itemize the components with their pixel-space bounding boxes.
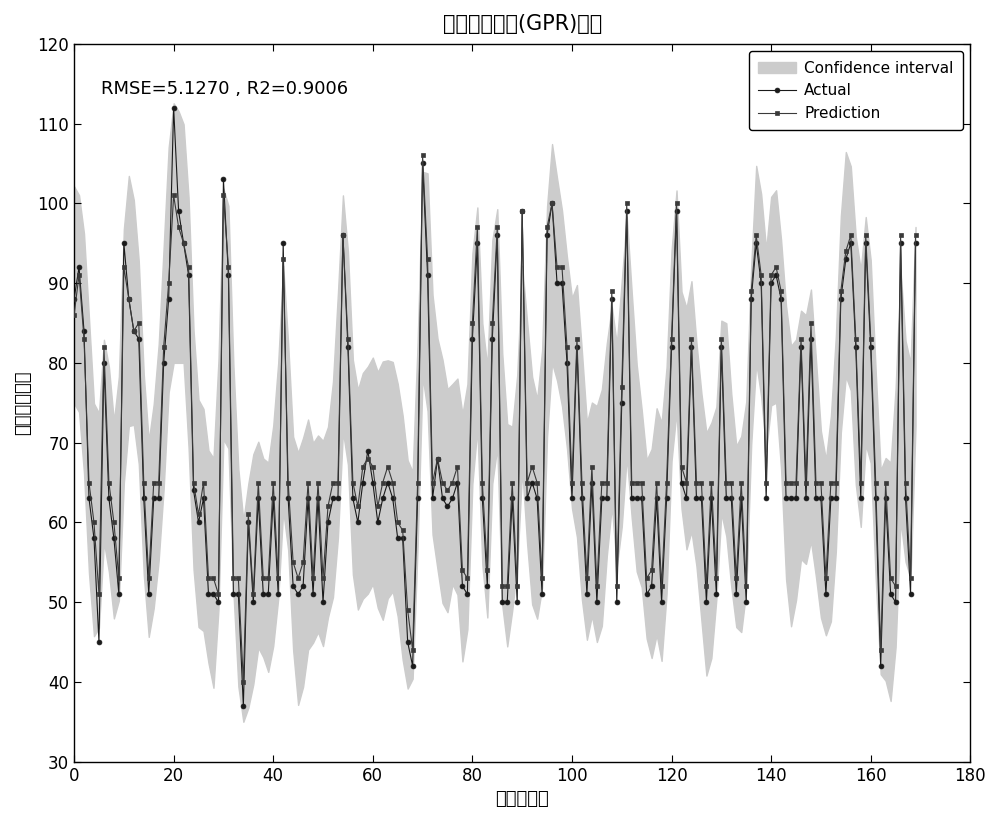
Actual <box>481 581 493 591</box>
Line: Prediction: Prediction <box>72 153 918 685</box>
Actual <box>68 294 80 304</box>
Prediction <box>521 478 533 487</box>
Prediction <box>830 478 842 487</box>
Prediction <box>481 566 493 575</box>
Line: Actual: Actual <box>72 105 918 709</box>
Title: 高斯过程回归(GPR)方法: 高斯过程回归(GPR)方法 <box>443 14 602 34</box>
Prediction <box>417 150 429 160</box>
Actual <box>392 533 404 543</box>
Actual <box>237 701 249 711</box>
Y-axis label: 门尼箘度预测: 门尼箘度预测 <box>14 371 32 435</box>
Actual <box>910 238 922 248</box>
Prediction <box>387 478 399 487</box>
Prediction <box>188 478 200 487</box>
X-axis label: 测试样本数: 测试样本数 <box>495 790 549 808</box>
Legend: Confidence interval, Actual, Prediction: Confidence interval, Actual, Prediction <box>749 52 963 130</box>
Prediction <box>68 310 80 320</box>
Actual <box>486 334 498 344</box>
Prediction <box>486 318 498 328</box>
Actual <box>168 103 180 113</box>
Prediction <box>237 677 249 687</box>
Actual <box>521 493 533 503</box>
Actual <box>830 493 842 503</box>
Actual <box>193 518 205 528</box>
Prediction <box>910 230 922 240</box>
Text: RMSE=5.1270 , R2=0.9006: RMSE=5.1270 , R2=0.9006 <box>101 80 348 98</box>
